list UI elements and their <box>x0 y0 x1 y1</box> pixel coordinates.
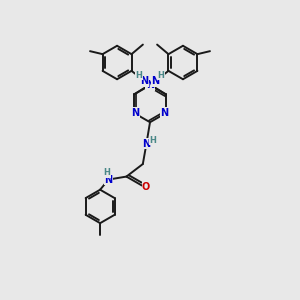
Text: N: N <box>131 108 140 118</box>
Text: N: N <box>140 76 148 86</box>
Text: N: N <box>142 139 151 149</box>
Text: H: H <box>158 71 164 80</box>
Text: N: N <box>160 108 169 118</box>
Text: N: N <box>152 76 160 86</box>
Text: H: H <box>103 169 110 178</box>
Text: O: O <box>142 182 150 192</box>
Text: H: H <box>149 136 156 145</box>
Text: N: N <box>104 175 112 184</box>
Text: N: N <box>146 80 154 90</box>
Text: H: H <box>136 71 142 80</box>
